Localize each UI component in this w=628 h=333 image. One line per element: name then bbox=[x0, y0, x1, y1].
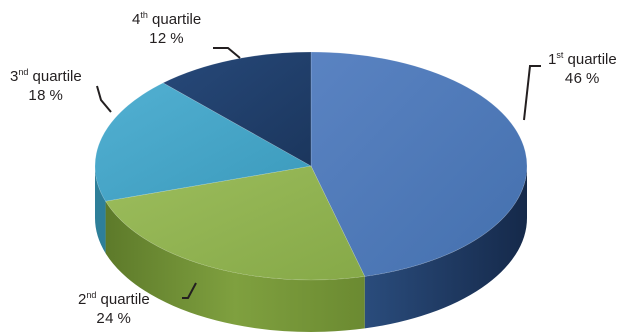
leader-line-2nd-quartile bbox=[182, 282, 197, 299]
pie-slice-2nd-quartile bbox=[105, 165, 366, 281]
slice-value-3nd-quartile: 18 % bbox=[28, 87, 64, 104]
pie-sides bbox=[95, 166, 527, 332]
pie-slices bbox=[94, 51, 528, 281]
pie-slice-3nd-quartile bbox=[94, 82, 312, 202]
slice-label-1st-quartile: 1st quartile 46 % bbox=[548, 50, 617, 88]
leader-line-1st-quartile bbox=[523, 65, 541, 121]
slice-label-2nd-quartile: 2nd quartile 24 % bbox=[78, 290, 150, 328]
leader-lines bbox=[96, 47, 541, 299]
pie-side-1st-quartile bbox=[364, 166, 527, 329]
pie-side-2nd-quartile bbox=[105, 201, 365, 332]
pie-slice-4th-quartile bbox=[162, 51, 312, 167]
slice-label-4th-quartile: 4th quartile 12 % bbox=[132, 10, 202, 48]
slice-value-2nd-quartile: 24 % bbox=[96, 310, 132, 327]
pie-slice-1st-quartile bbox=[310, 51, 528, 277]
pie-side-3nd-quartile bbox=[95, 166, 106, 254]
slice-label-3nd-quartile: 3nd quartile 18 % bbox=[10, 67, 82, 105]
slice-value-4th-quartile: 12 % bbox=[149, 30, 185, 47]
leader-line-4th-quartile bbox=[213, 47, 241, 59]
leader-line-3nd-quartile bbox=[96, 85, 112, 113]
slice-value-1st-quartile: 46 % bbox=[564, 70, 600, 87]
